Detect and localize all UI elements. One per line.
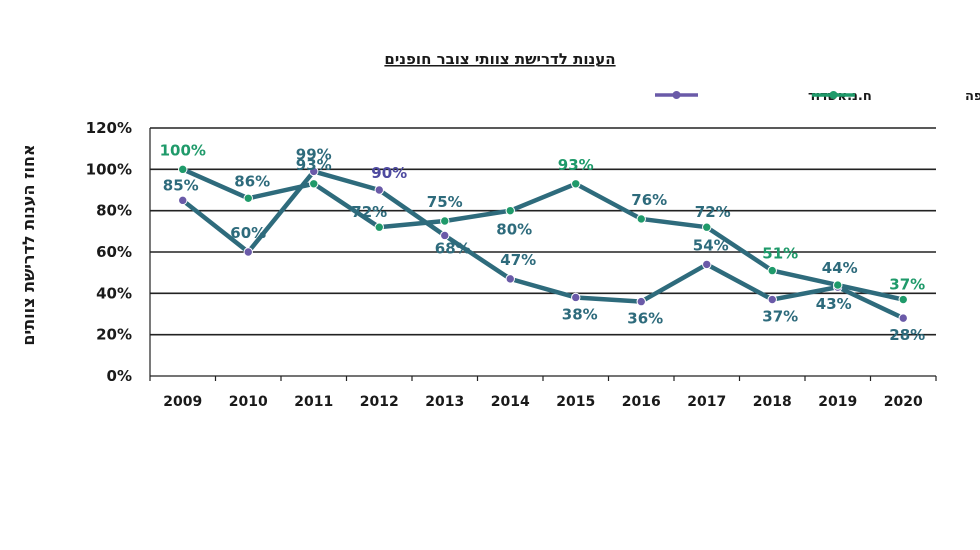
y-tick-label: 60% (96, 243, 132, 261)
x-tick-label: 2017 (687, 394, 726, 410)
data-label: 51% (762, 245, 798, 263)
x-tick-label: 2011 (294, 394, 333, 410)
data-label: 85% (163, 176, 199, 194)
data-point (309, 166, 319, 177)
data-point (767, 265, 777, 276)
x-tick-label: 2009 (163, 394, 202, 410)
data-label: 36% (627, 310, 663, 328)
y-tick-label: 80% (96, 202, 132, 220)
series-line-1 (181, 167, 904, 302)
legend: ח.נ.אשדודח.נ.חיפה (655, 89, 980, 104)
data-point (833, 280, 843, 290)
data-point (178, 195, 188, 206)
data-point (767, 294, 777, 305)
data-point (243, 247, 253, 257)
data-point (571, 179, 581, 189)
data-point (571, 292, 581, 303)
legend-swatch-marker (672, 91, 681, 99)
data-label: 47% (500, 251, 536, 269)
data-label: 37% (889, 276, 925, 294)
data-label: 37% (762, 308, 798, 326)
x-tick-label: 2020 (884, 394, 923, 410)
data-label: 93% (558, 156, 594, 174)
data-label: 44% (822, 259, 858, 277)
series-layer (178, 164, 908, 323)
data-point (309, 179, 319, 189)
x-tick-label: 2016 (622, 394, 661, 410)
data-label: 68% (435, 239, 471, 257)
data-point (374, 185, 384, 195)
data-point (440, 216, 450, 226)
x-tick-label: 2015 (556, 394, 595, 410)
data-label: 80% (496, 221, 532, 239)
data-label: 38% (562, 305, 598, 323)
data-label: 43% (816, 295, 852, 313)
x-tick-label: 2010 (229, 394, 268, 410)
x-tick-label: 2013 (425, 394, 464, 410)
data-label: 54% (693, 236, 729, 254)
data-point (898, 294, 908, 305)
y-axis-label: אחוז הענות לדרישת צוותים (19, 144, 38, 345)
data-point (898, 313, 908, 323)
data-point (243, 193, 253, 203)
data-label: 28% (889, 326, 925, 344)
x-tick-label: 2012 (360, 394, 399, 410)
y-tick-label: 40% (96, 284, 132, 302)
y-tick-label: 120% (86, 119, 132, 137)
data-label: 93% (296, 156, 332, 174)
chart-title: הענות לדרישת צוותי צובר חופנים (384, 50, 615, 68)
data-point (178, 164, 188, 175)
data-label: 75% (427, 193, 463, 211)
y-tick-label: 20% (96, 326, 132, 344)
x-axis-ticks: 2009 2010 2011 2012 2013 2014 2015 2016 2017 2018… (163, 394, 923, 410)
data-label: 72% (695, 203, 731, 221)
x-tick-label: 2018 (753, 394, 792, 410)
x-tick-label: 2014 (491, 394, 530, 410)
y-tick-label: 100% (86, 160, 132, 178)
data-point (505, 274, 515, 284)
data-label: 99% (296, 145, 332, 163)
data-labels: 85% 60% 99% 90% 68% 47% 38% 36% 54% 37% 43% 28% 100%… (160, 141, 926, 344)
x-tick-label: 2019 (818, 394, 857, 410)
data-label: 100% (160, 141, 206, 159)
data-label: 86% (234, 172, 270, 190)
y-axis-ticks: 0% 20% 40% 60% 80% 100% 120% (86, 119, 132, 385)
data-point (374, 222, 384, 232)
data-point (702, 222, 712, 232)
data-point (505, 205, 515, 216)
data-point (636, 296, 646, 307)
data-point (440, 230, 450, 241)
data-point (636, 214, 646, 224)
grid-lines (149, 127, 937, 381)
data-label: 72% (351, 203, 387, 221)
legend-swatch-marker (829, 91, 838, 99)
data-label: 60% (230, 224, 266, 242)
data-label: 90% (371, 164, 407, 182)
legend-label: ח.נ.חיפה (965, 89, 980, 104)
data-point (702, 259, 712, 270)
y-tick-label: 0% (107, 367, 132, 385)
data-label: 76% (631, 191, 667, 209)
